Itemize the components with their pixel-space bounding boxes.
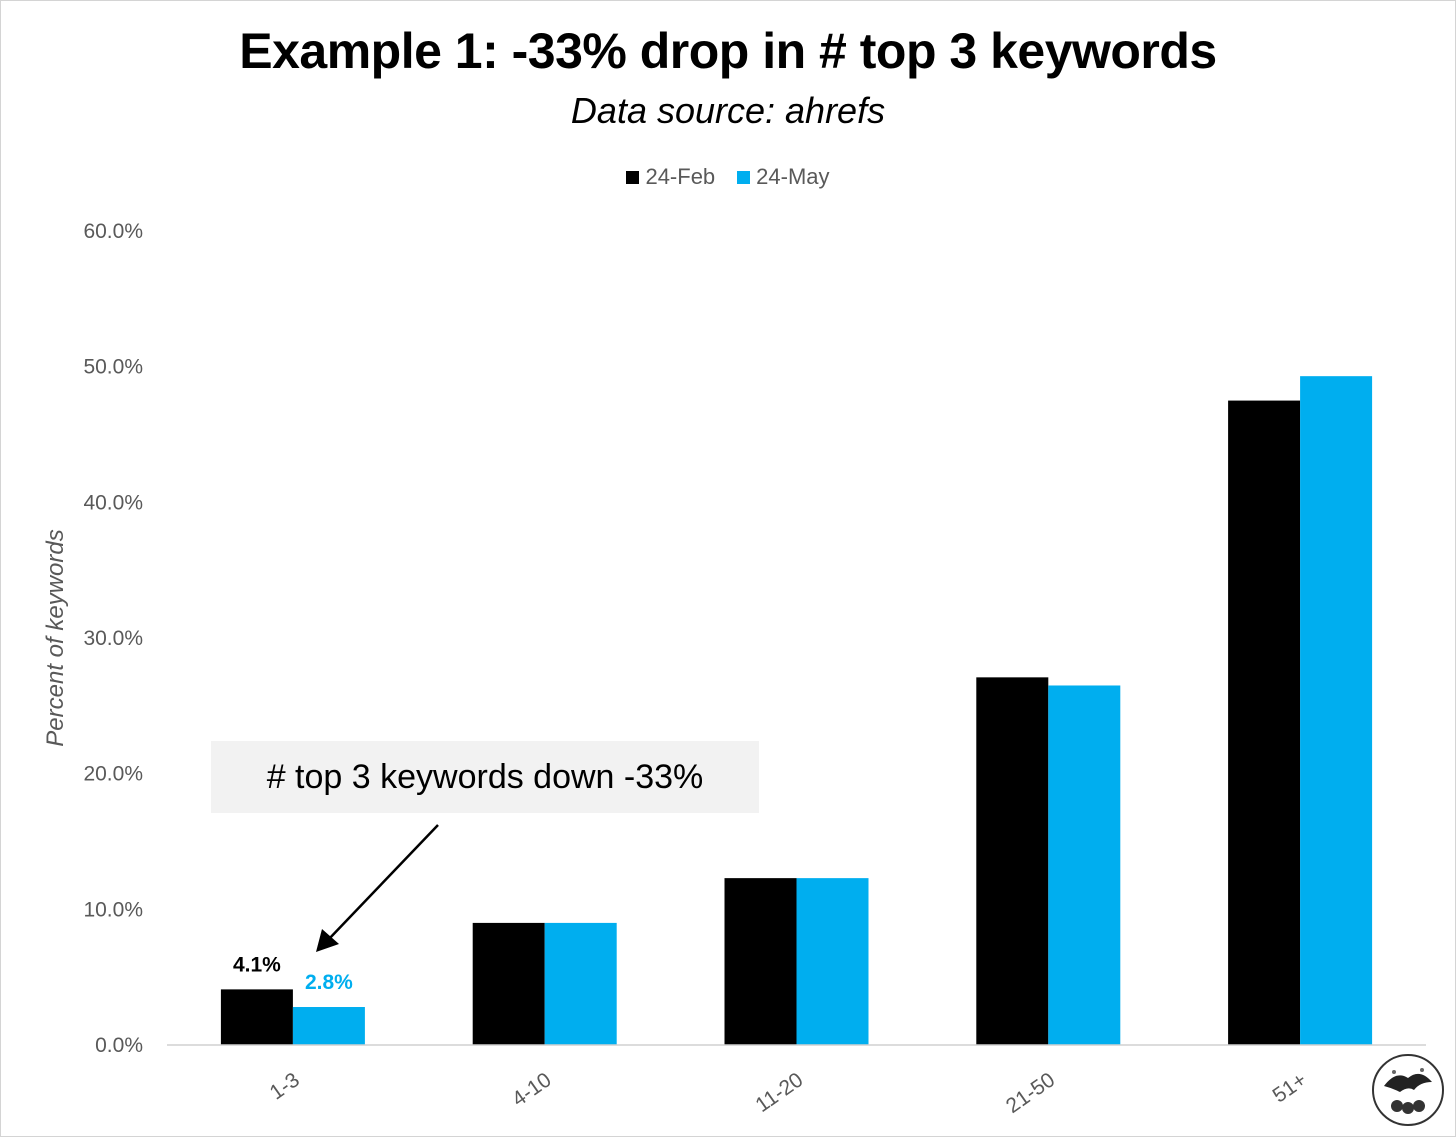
bars <box>220 376 1373 1045</box>
bar-1-3-24-Feb <box>220 989 293 1045</box>
legend-swatch-feb <box>626 170 640 184</box>
brand-logo-icon <box>1372 1054 1444 1126</box>
bar-1-3-24-May <box>292 1007 365 1045</box>
y-axis-label: Percent of keywords <box>42 529 69 746</box>
y-tick-label: 30.0% <box>83 627 143 650</box>
y-axis-ticks: 0.0% 10.0% 20.0% 30.0% 40.0% 50.0% 60.0% <box>83 220 143 1057</box>
data-label-1-3-24-Feb: 4.1% <box>233 953 281 976</box>
y-tick-label: 0.0% <box>95 1034 143 1057</box>
data-labels: 4.1% 2.8% <box>233 953 353 994</box>
bar-21-50-24-Feb <box>976 677 1049 1045</box>
x-tick-label: 4-10 <box>508 1068 556 1111</box>
y-tick-label: 40.0% <box>83 491 143 514</box>
x-tick-label: 21-50 <box>1002 1068 1059 1118</box>
y-tick-label: 20.0% <box>83 763 143 786</box>
legend-swatch-may <box>737 170 751 184</box>
bar-21-50-24-May <box>1048 685 1121 1045</box>
bar-11-20-24-May <box>796 878 869 1045</box>
bar-11-20-24-Feb <box>724 878 797 1045</box>
data-label-1-3-24-May: 2.8% <box>305 971 353 994</box>
chart-subtitle: Data source: ahrefs <box>570 90 886 131</box>
y-tick-label: 50.0% <box>83 356 143 379</box>
bar-4-10-24-May <box>544 922 617 1045</box>
legend: 24-Feb 24-May <box>0 164 1456 190</box>
x-tick-label: 11-20 <box>751 1068 807 1117</box>
legend-item-may: 24-May <box>737 164 830 190</box>
x-tick-label: 51+ <box>1269 1068 1311 1107</box>
annotation-callout: # top 3 keywords down -33% <box>211 741 759 813</box>
chart-title: Example 1: -33% drop in # top 3 keywords <box>239 23 1217 79</box>
y-tick-label: 60.0% <box>83 220 143 243</box>
legend-item-feb: 24-Feb <box>626 164 715 190</box>
bar-51+-24-May <box>1300 376 1373 1045</box>
x-axis-ticks: 1-3 4-10 11-20 21-50 51+ <box>266 1068 1311 1118</box>
legend-label-feb: 24-Feb <box>645 164 716 189</box>
bar-51+-24-Feb <box>1228 400 1301 1045</box>
bar-4-10-24-Feb <box>472 922 545 1045</box>
legend-label-may: 24-May <box>756 164 830 189</box>
y-tick-label: 10.0% <box>83 898 143 921</box>
x-tick-label: 1-3 <box>266 1068 304 1104</box>
annotation-arrow <box>316 824 439 952</box>
